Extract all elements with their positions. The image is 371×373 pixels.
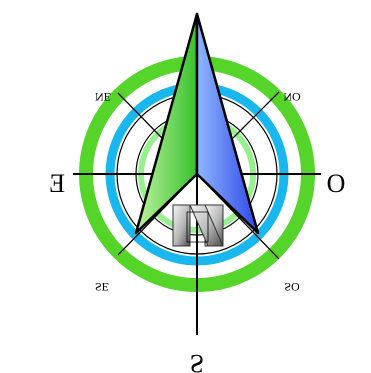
svg-text:NO: NO — [283, 90, 301, 104]
needle-blue-half — [195, 12, 260, 235]
needle-green-half — [134, 12, 199, 235]
label-northwest: NO — [283, 90, 301, 104]
svg-text:SO: SO — [284, 280, 300, 294]
label-southeast: SE — [95, 280, 109, 294]
svg-text:SE: SE — [95, 280, 109, 294]
svg-text:S: S — [190, 349, 204, 373]
label-east: E — [49, 169, 65, 198]
svg-text:O: O — [327, 169, 346, 198]
label-west: O — [327, 169, 346, 198]
svg-text:NE: NE — [95, 90, 111, 104]
svg-text:E: E — [49, 169, 65, 198]
metallic-n-icon — [172, 204, 224, 247]
label-south: S — [190, 349, 204, 373]
label-southwest: SO — [284, 280, 300, 294]
label-northeast: NE — [95, 90, 111, 104]
